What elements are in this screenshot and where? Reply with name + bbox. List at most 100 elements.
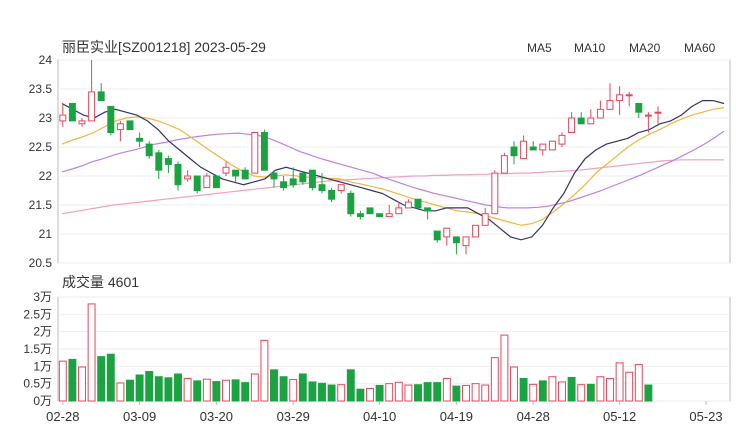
candle-body <box>481 213 489 226</box>
candle-body <box>68 103 76 122</box>
candle <box>184 170 192 182</box>
candle-body <box>510 146 518 157</box>
price-tick-label: 22 <box>39 169 53 183</box>
volume-bar <box>548 376 557 402</box>
price-tick-label: 20.5 <box>29 256 53 270</box>
volume-bar <box>327 384 336 402</box>
date-label: 05-12 <box>603 409 636 424</box>
volume-title: 成交量 4601 <box>62 274 139 290</box>
candle-body <box>97 91 105 102</box>
volume-bar <box>308 381 317 402</box>
candle <box>433 230 441 243</box>
candle-body <box>347 192 355 215</box>
candle-body <box>452 236 460 244</box>
candle <box>500 152 508 174</box>
volume-tick-label: 2万 <box>33 325 52 339</box>
date-axis: 02-28 03-09 03-20 03-29 04-10 04-19 04-28 05-12… <box>46 401 723 424</box>
volume-tick-label: 0万 <box>33 394 52 408</box>
legend-ma5: MA5 <box>527 41 552 55</box>
volume-bar <box>318 382 326 402</box>
candle <box>606 83 614 110</box>
volume-bar <box>558 381 566 402</box>
volume-bar <box>106 353 115 402</box>
candle <box>241 167 249 180</box>
candle <box>126 120 134 131</box>
candle-body <box>606 100 614 110</box>
candle <box>472 224 480 238</box>
volume-bar <box>87 303 96 402</box>
volume-bar <box>385 383 394 402</box>
candle <box>347 190 355 217</box>
candle <box>443 227 451 246</box>
volume-bar <box>289 379 298 402</box>
volume-tick-label: 0.5万 <box>23 377 52 391</box>
candle <box>548 140 556 151</box>
price-tick-label: 21 <box>39 227 53 241</box>
ma20-line <box>61 130 725 209</box>
candle <box>481 207 489 226</box>
volume-bar <box>510 366 518 402</box>
candle <box>568 112 576 133</box>
candle <box>366 207 374 215</box>
candle <box>68 103 76 122</box>
candle-body <box>155 152 163 171</box>
candle <box>251 132 259 174</box>
candle <box>222 161 230 176</box>
candle-body <box>385 213 393 218</box>
date-label: 04-10 <box>363 409 396 424</box>
volume-bar <box>567 376 576 402</box>
date-label: 05-23 <box>689 409 722 424</box>
candle <box>59 103 67 127</box>
volume-bar <box>375 384 384 402</box>
volume-tick-label: 3万 <box>33 290 52 304</box>
candle-body <box>596 108 604 119</box>
volume-bar <box>414 384 422 402</box>
candle <box>232 169 240 182</box>
candle <box>491 170 499 215</box>
volume-tick-label: 1.5万 <box>23 342 52 356</box>
candle-body <box>222 166 230 174</box>
candle-body <box>472 224 480 238</box>
candle <box>337 184 345 194</box>
date-label: 02-28 <box>46 409 79 424</box>
candle-body <box>318 184 326 191</box>
candle-body <box>462 236 470 247</box>
candle <box>452 236 460 255</box>
candle-body <box>337 184 345 191</box>
candle-body <box>414 198 422 209</box>
volume-bar <box>394 381 403 402</box>
candle <box>654 106 662 124</box>
candle-body <box>308 169 316 189</box>
volume-bar <box>78 366 86 402</box>
candle <box>88 60 96 122</box>
candle-body <box>184 175 192 180</box>
candle-body <box>558 134 566 145</box>
candle <box>155 149 163 179</box>
candle <box>212 175 220 189</box>
candle-body <box>443 227 451 238</box>
date-label: 03-29 <box>277 409 310 424</box>
volume-bar <box>116 382 125 402</box>
volume-bar <box>298 373 307 402</box>
candle-body <box>644 114 652 117</box>
volume-bar <box>538 380 547 402</box>
volume-bar <box>356 388 365 402</box>
legend-ma20: MA20 <box>629 41 661 55</box>
volume-bar <box>337 384 346 402</box>
volume-bar <box>260 339 269 402</box>
candle-body <box>577 117 585 125</box>
candle-body <box>539 143 547 151</box>
candle-body <box>424 207 432 212</box>
candle <box>510 141 518 165</box>
candle <box>280 176 288 191</box>
candle-body <box>212 175 220 189</box>
candle <box>193 175 201 194</box>
candle-body <box>174 163 182 186</box>
date-label: 04-28 <box>517 409 550 424</box>
legend-ma60: MA60 <box>684 41 716 55</box>
candle-body <box>395 207 403 215</box>
candle-body <box>625 94 633 97</box>
volume-bar <box>490 357 499 402</box>
volume-bar <box>241 382 250 402</box>
volume-bar <box>183 377 192 402</box>
